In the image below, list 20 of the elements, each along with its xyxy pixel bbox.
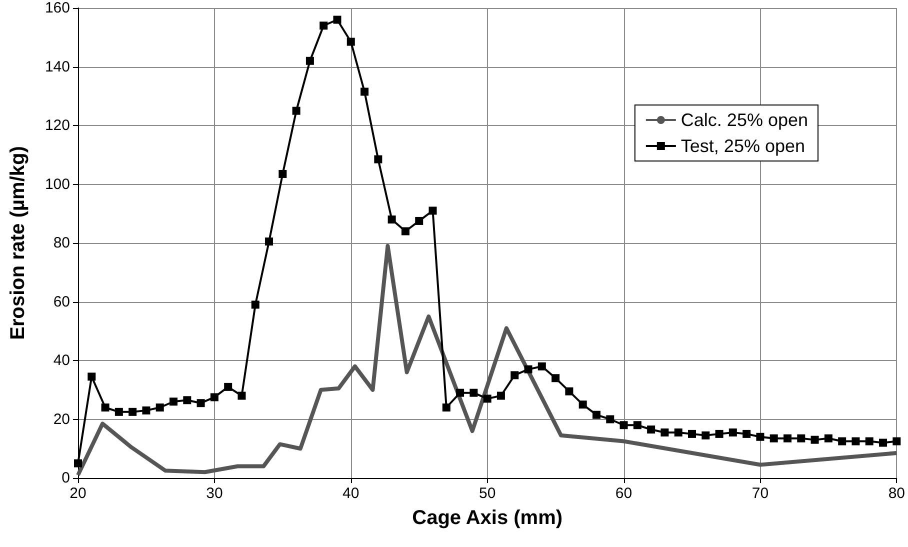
legend-label: Calc. 25% open <box>680 110 808 130</box>
y-tick-label: 120 <box>44 117 70 134</box>
x-tick-label: 40 <box>342 485 360 502</box>
y-tick-label: 80 <box>53 234 70 252</box>
x-tick-label: 50 <box>478 485 496 502</box>
y-tick-label: 100 <box>44 176 70 193</box>
y-tick-label: 60 <box>53 293 70 310</box>
y-tick-label: 40 <box>53 352 70 369</box>
y-axis-title: Erosion rate (µm/kg) <box>7 146 29 340</box>
y-tick-label: 0 <box>62 470 70 486</box>
legend-label: Test, 25% open <box>680 136 806 156</box>
x-tick-label: 20 <box>70 485 86 502</box>
x-axis-title: Cage Axis (mm) <box>412 507 563 529</box>
y-tick-label: 140 <box>44 58 70 76</box>
x-tick-label: 30 <box>206 485 223 502</box>
x-tick-label: 70 <box>752 485 769 502</box>
x-tick-label: 60 <box>615 485 632 502</box>
x-tick-label: 80 <box>888 485 905 502</box>
y-tick-label: 160 <box>44 0 70 16</box>
y-tick-label: 20 <box>53 410 70 428</box>
